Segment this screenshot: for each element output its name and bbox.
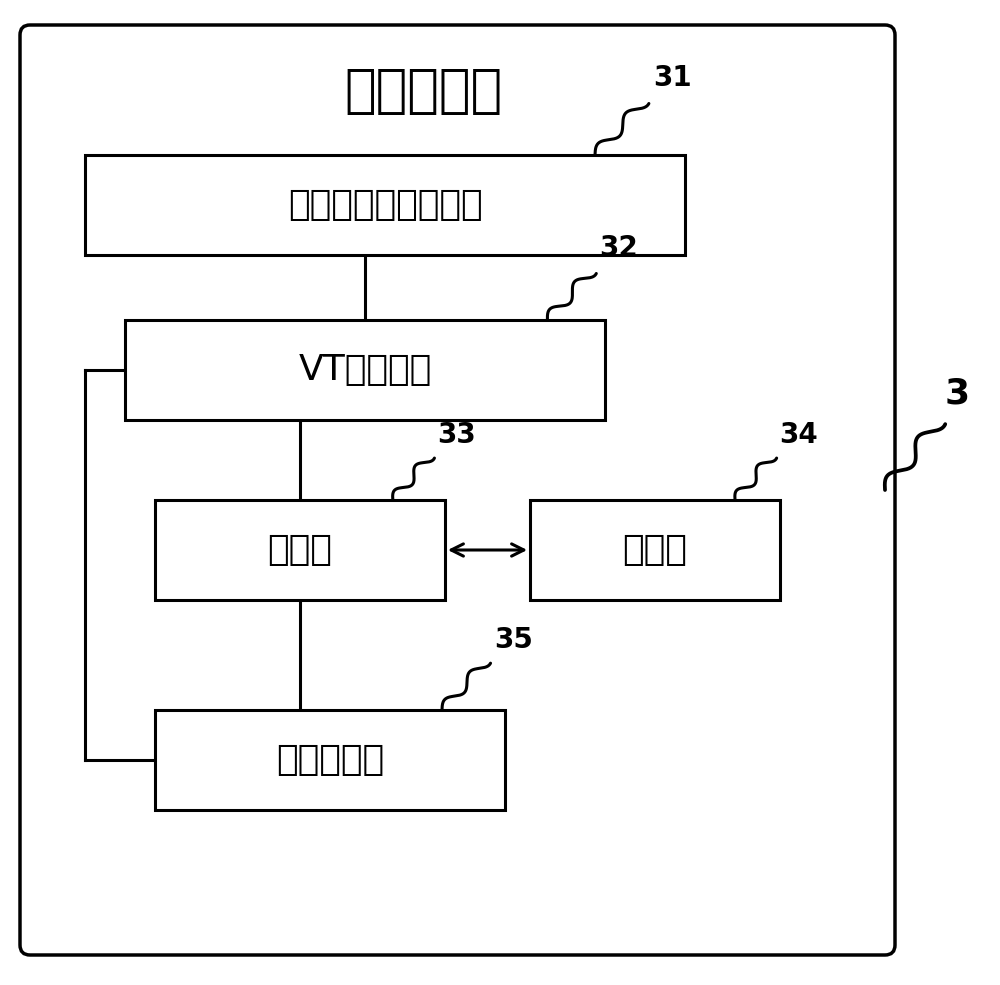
Bar <box>155 500 445 600</box>
Text: 测试集成柜: 测试集成柜 <box>344 65 502 117</box>
Text: 可编程电源: 可编程电源 <box>276 743 384 777</box>
Text: 3: 3 <box>945 376 970 410</box>
Text: 上位机: 上位机 <box>623 533 687 567</box>
Text: 31: 31 <box>653 64 692 92</box>
Text: 35: 35 <box>494 626 533 654</box>
Bar <box>125 320 605 420</box>
Text: 启停及漏电保护模块: 启停及漏电保护模块 <box>288 188 482 222</box>
Bar <box>155 710 505 810</box>
Bar <box>85 155 685 255</box>
FancyBboxPatch shape <box>20 25 895 955</box>
Text: 33: 33 <box>437 421 476 449</box>
Text: 34: 34 <box>779 421 818 449</box>
Text: 工控机: 工控机 <box>268 533 332 567</box>
Text: 32: 32 <box>599 234 638 262</box>
Text: VT板卡系统: VT板卡系统 <box>298 353 432 387</box>
Bar <box>530 500 780 600</box>
